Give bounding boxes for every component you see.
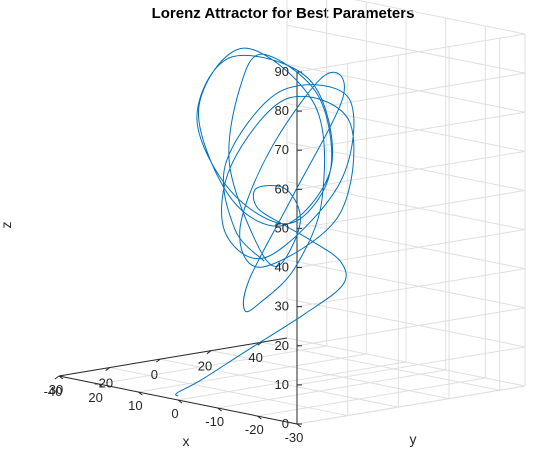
grid-line [296,268,526,308]
axis-box [54,71,302,428]
grid-line [353,0,526,35]
grid-line [296,346,526,386]
y-tick-label: -40 [44,384,63,399]
grid-line [286,259,526,309]
grid-line [160,358,399,408]
x-tick-label: -10 [205,414,224,429]
y-tick-mark [54,375,60,380]
grid-line [177,361,407,401]
grid-line [98,345,327,385]
z-tick-label: 0 [282,416,289,431]
x-tick-label: 30 [49,382,63,397]
grid-line [296,111,526,151]
x-tick-label: 10 [128,398,142,413]
z-tick-label: 10 [275,377,289,392]
z-tick-label: 80 [275,103,289,118]
y-axis-label: y [410,431,417,447]
grid-line [286,63,526,113]
z-tick-label: 40 [275,260,289,275]
grid-line [296,33,526,73]
z-tick-label: 70 [275,142,289,157]
z-tick-label: 30 [275,299,289,314]
grid-line [217,369,446,409]
z-tick-label: 50 [275,220,289,235]
grid-line [296,150,526,190]
y-tick-label: -20 [94,376,113,391]
x-tick-mark [138,391,143,396]
grid-line [296,307,526,347]
x-tick-mark [98,383,103,388]
x-tick-label: -30 [285,430,304,445]
y-tick-label: 0 [151,367,158,382]
grid-line [296,229,526,269]
x-tick-mark [177,399,183,404]
z-tick-label: 90 [275,64,289,79]
grid-line [286,102,526,152]
z-axis-label: z [0,222,14,229]
y-tick-mark [105,367,110,371]
chart-title: Lorenz Attractor for Best Parameters [152,5,415,22]
grid-lines [58,0,526,425]
z-tick-label: 20 [275,338,289,353]
grid-line [286,337,526,387]
z-tick-label: 60 [275,181,289,196]
tick-labels: -30-20-100102030-40-20020400102030405060… [44,64,304,445]
x-tick-label: 0 [171,406,178,421]
y-tick-mark [156,358,161,363]
grid-line [296,385,526,425]
y-tick-label: 40 [248,350,262,365]
grid-line [286,24,526,74]
x-tick-mark [58,375,64,380]
y-tick-mark [257,341,262,346]
y-tick-mark [206,350,212,355]
x-tick-mark [217,407,222,412]
x-tick-label: -20 [245,422,264,437]
y-tick-label: 20 [198,359,212,374]
grid-line [210,350,450,400]
grid-line [296,189,526,229]
grid-line [286,220,526,270]
trajectory-line [175,47,355,397]
grid-line [261,341,500,391]
x-tick-mark [257,415,262,420]
x-axis-label: x [183,433,190,449]
grid-line [138,353,367,393]
grid-line [257,377,486,417]
y-axis-line [58,337,288,377]
grid-line [286,298,526,348]
trajectory-layer [175,47,355,397]
grid-line [109,367,348,417]
grid-line [286,181,526,231]
x-tick-label: 20 [88,390,102,405]
grid-line [296,72,526,112]
grid-line [286,141,526,191]
